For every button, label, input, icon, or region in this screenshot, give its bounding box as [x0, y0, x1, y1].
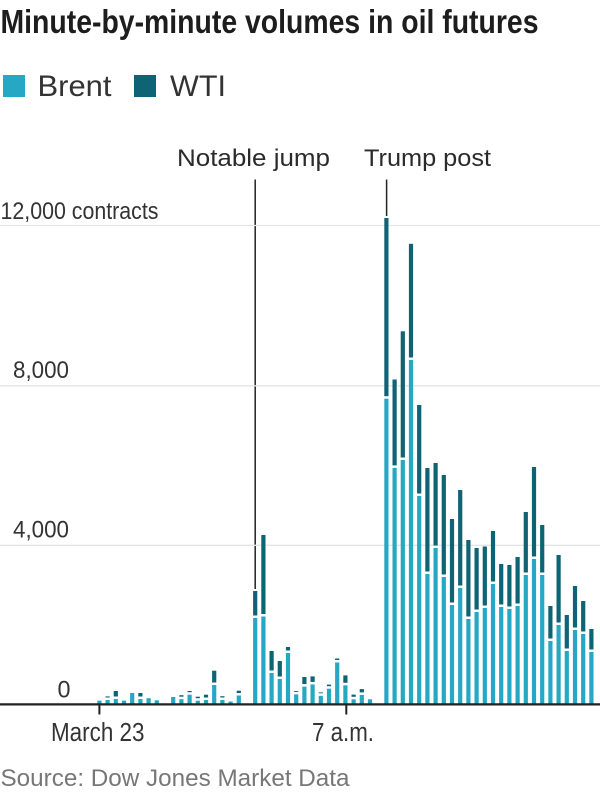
svg-text:Notable jump: Notable jump: [177, 145, 330, 172]
svg-text:8,000: 8,000: [13, 357, 69, 384]
svg-text:4,000: 4,000: [13, 517, 69, 544]
svg-text:Trump post: Trump post: [364, 145, 491, 172]
svg-text:March 23: March 23: [51, 719, 145, 747]
svg-text:0: 0: [58, 677, 71, 704]
svg-text:Minute-by-minute volumes in oi: Minute-by-minute volumes in oil futures: [1, 3, 539, 40]
svg-text:WTI: WTI: [170, 70, 226, 103]
svg-text:12,000 contracts: 12,000 contracts: [1, 198, 159, 225]
svg-text:7 a.m.: 7 a.m.: [312, 719, 374, 747]
svg-text:Source: Dow Jones Market Data: Source: Dow Jones Market Data: [1, 766, 351, 792]
svg-text:Brent: Brent: [38, 70, 113, 103]
